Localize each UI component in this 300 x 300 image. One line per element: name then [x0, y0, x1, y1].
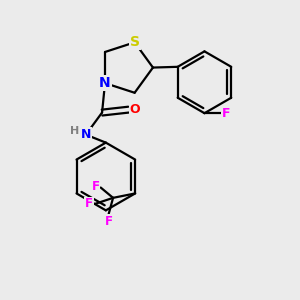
Text: H: H [70, 126, 79, 136]
Text: F: F [105, 215, 113, 228]
Text: F: F [85, 197, 93, 210]
Text: F: F [92, 180, 99, 193]
Text: N: N [99, 76, 111, 90]
Text: N: N [81, 128, 91, 141]
Text: S: S [130, 35, 140, 50]
Text: F: F [222, 107, 230, 120]
Text: O: O [130, 103, 140, 116]
